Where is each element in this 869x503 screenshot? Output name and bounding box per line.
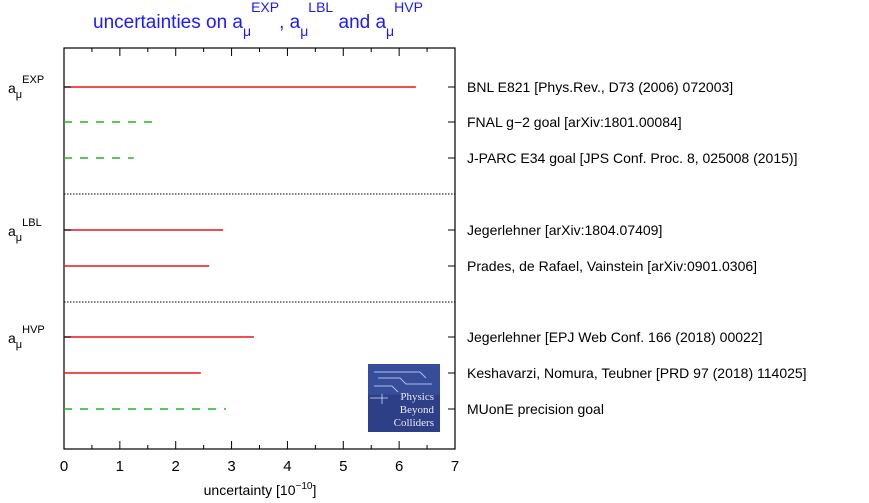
x-tick-label: 1 [116,458,124,475]
group-label-hvp: aμHVP [8,324,45,351]
x-axis-ticks [63,48,456,449]
x-tick-label: 0 [60,458,68,475]
logo-circuit-line [374,371,427,379]
x-tick-label: 5 [339,458,347,475]
row-label-1: BNL E821 [Phys.Rev., D73 (2006) 072003] [467,79,733,95]
row-label-2: FNAL g−2 goal [arXiv:1801.00084] [467,114,682,130]
row-label-7: Keshavarzi, Nomura, Teubner [PRD 97 (201… [467,365,807,381]
x-tick-label: 3 [227,458,235,475]
group-labels: aμEXP aμLBL aμHVP [8,74,71,351]
row-label-4: Jegerlehner [arXiv:1804.07409] [467,222,662,238]
row-labels: BNL E821 [Phys.Rev., D73 (2006) 072003] F… [467,79,807,417]
x-tick-label: 4 [283,458,291,475]
x-axis-tick-labels: 0 1 2 3 4 5 6 7 [60,458,459,475]
x-tick-label: 2 [172,458,180,475]
row-label-5: Prades, de Rafael, Vainstein [arXiv:0901… [467,258,757,274]
row-ticks [448,86,455,410]
x-axis-label: uncertainty [10−10] [204,481,317,498]
group-label-exp: aμEXP [8,74,44,101]
logo-text-colliders: Colliders [394,417,434,429]
logo-glow [368,364,440,395]
x-tick-label: 6 [395,458,403,475]
row-label-6: Jegerlehner [EPJ Web Conf. 166 (2018) 00… [467,329,762,345]
group-separators [64,193,455,303]
x-tick-label: 7 [451,458,459,475]
chart-title: uncertainties on aμEXP, aμLBL and aμHVP [93,0,423,39]
logo-circuit-line [378,377,432,385]
logo-circuit-line [374,385,399,393]
logo-text-beyond: Beyond [400,404,435,416]
row-label-3: J-PARC E34 goal [JPS Conf. Proc. 8, 0250… [467,150,797,166]
group-label-lbl: aμLBL [8,217,42,244]
row-label-8: MUonE precision goal [467,401,604,417]
logo-text-physics: Physics [400,391,434,403]
bars [64,86,416,410]
